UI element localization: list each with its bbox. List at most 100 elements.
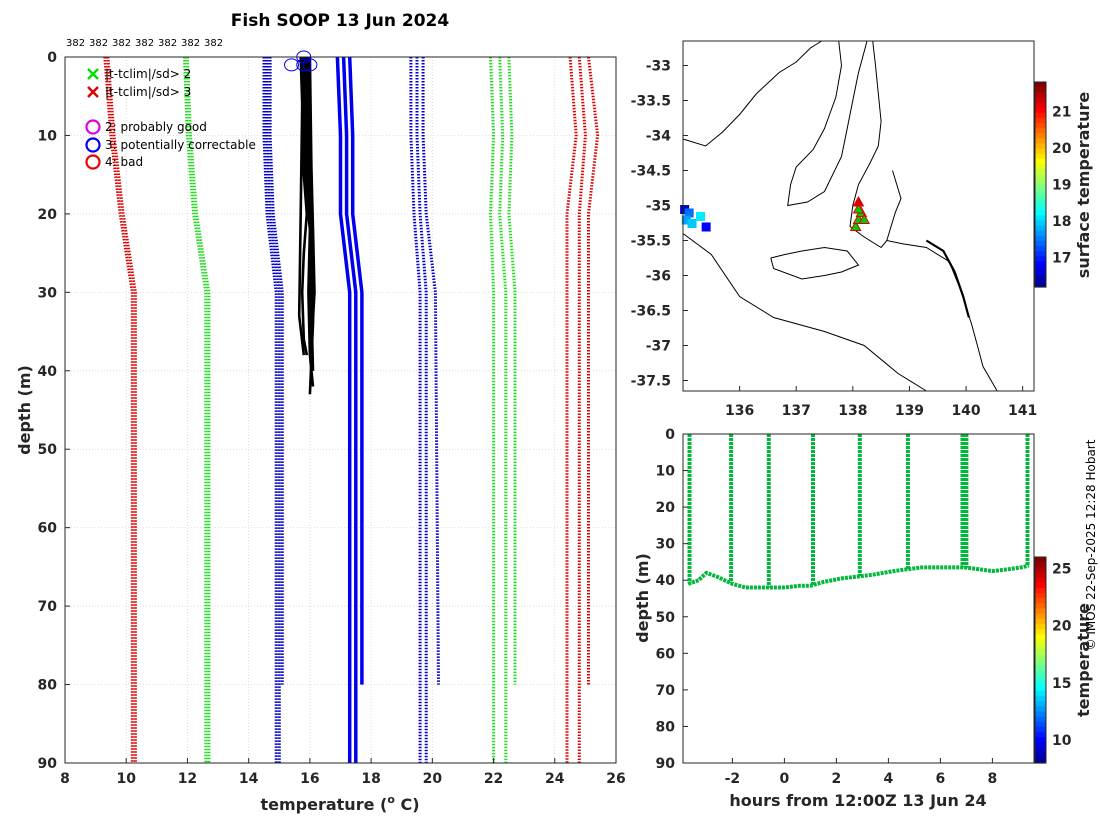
colorbar-segment: [1035, 629, 1046, 635]
colorbar-segment: [1035, 567, 1046, 574]
colorbar-segment: [1035, 210, 1046, 216]
colorbar-segment: [1035, 732, 1046, 738]
map-x-tick-label: 138: [838, 403, 867, 419]
station-marker: [852, 195, 865, 207]
colorbar-segment: [1035, 256, 1046, 262]
profile-line: [335, 56, 352, 763]
profile-surface-marker: [284, 58, 300, 72]
profile-x-tick-label: 18: [361, 771, 380, 787]
time-depth-ylabel: depth (m): [633, 553, 652, 643]
time-depth-colorbar-label: temperature: [1074, 603, 1093, 717]
time-x-tick-label: 2: [832, 771, 842, 787]
colorbar-segment: [1035, 215, 1046, 221]
colorbar-segment: [1035, 102, 1046, 109]
colorbar-segment: [1035, 685, 1046, 692]
colorbar-segment: [1035, 271, 1046, 278]
colorbar-tick-label: 20: [1052, 141, 1072, 157]
profile-line: [103, 56, 134, 763]
colorbar-segment: [1035, 261, 1046, 268]
time-y-tick-label: 40: [656, 573, 676, 589]
coastline-coorong: [925, 239, 970, 318]
colorbar-segment: [1035, 680, 1046, 687]
colorbar-segment: [1035, 112, 1046, 119]
colorbar-segment: [1035, 240, 1046, 247]
colorbar-segment: [1035, 711, 1046, 718]
sst-cell: [701, 222, 711, 232]
map-panel: 136 137 138 139 140 141 -33 -33.5 -34 -34.5 -35 -35…: [631, 40, 1093, 420]
colorbar-tick-label: 25: [1052, 561, 1071, 577]
map-y-tick-label: -35: [646, 199, 671, 215]
colorbar-segment: [1035, 107, 1046, 114]
profile-count-label: 382: [158, 38, 177, 49]
profile-xlabel: temperature (o C): [260, 793, 419, 814]
colorbar-segment: [1035, 92, 1046, 98]
colorbar-segment: [1035, 164, 1046, 170]
colorbar-segment: [1035, 251, 1046, 257]
map-y-tick-label: -33: [646, 59, 671, 75]
map-y-tick-label: -34: [646, 129, 672, 145]
profile-y-tick-label: 30: [38, 285, 58, 301]
map-y-tick-label: -37: [646, 339, 671, 355]
profile-title: Fish SOOP 13 Jun 2024: [231, 11, 450, 31]
colorbar-segment: [1035, 737, 1046, 743]
profile-count-label: 382: [66, 38, 85, 49]
legend-circle-marker: [85, 137, 101, 153]
time-x-tick-label: -2: [725, 771, 741, 787]
colorbar-segment: [1035, 649, 1046, 656]
colorbar-segment: [1035, 276, 1046, 283]
colorbar-segment: [1035, 613, 1046, 620]
colorbar-segment: [1035, 675, 1046, 682]
map-x-tick-label: 139: [895, 403, 924, 419]
sst-cell: [681, 215, 691, 225]
coastline-fleurieu: [849, 40, 902, 249]
colorbar-segment: [1035, 205, 1046, 211]
colorbar-segment: [1035, 603, 1046, 610]
colorbar-segment: [1035, 644, 1046, 651]
profile-line: [565, 56, 578, 763]
time-x-tick-label: 0: [780, 771, 790, 787]
profile-line: [106, 56, 137, 763]
legend-circle-marker: [85, 119, 101, 135]
colorbar-segment: [1035, 128, 1046, 134]
colorbar-segment: [1035, 557, 1046, 563]
profile-counts: 382 382 382 382 382 382 382: [66, 38, 223, 49]
profile-surface-marker: [302, 58, 318, 72]
map-ticks: 136 137 138 139 140 141 -33 -33.5 -34 -34.5 -35 -35…: [631, 59, 1038, 420]
map-sst-patch: [680, 205, 711, 232]
profile-legend: |t-tclim|/sd> 2 |t-tclim|/sd> 3 2: probabl…: [85, 67, 256, 170]
colorbar-segment: [1035, 742, 1046, 749]
credit-text: © IMOS 22-Sep-2025 12:28 Hobart: [1084, 439, 1098, 650]
colorbar-segment: [1035, 123, 1046, 129]
time-y-tick-label: 30: [656, 537, 676, 553]
time-y-tick-label: 90: [656, 756, 676, 772]
colorbar-frame: [1034, 556, 1047, 764]
profile-count-label: 382: [135, 38, 154, 49]
colorbar-segment: [1035, 701, 1046, 707]
colorbar-segment: [1035, 572, 1046, 579]
colorbar-segment: [1035, 665, 1046, 671]
station-marker: [849, 220, 862, 231]
colorbar-segment: [1035, 266, 1046, 273]
profile-line: [409, 57, 422, 763]
colorbar-segment: [1035, 660, 1046, 666]
colorbar-frame: [1034, 81, 1047, 288]
colorbar-segment: [1035, 174, 1046, 180]
profile-line: [488, 56, 496, 763]
profile-line: [347, 56, 364, 685]
profile-line: [577, 56, 587, 763]
profile-count-label: 382: [204, 38, 223, 49]
colorbar-segment: [1035, 246, 1046, 252]
sst-cell: [680, 205, 690, 214]
station-marker: [852, 202, 865, 214]
sst-cell: [695, 212, 705, 221]
profile-y-tick-label: 40: [38, 364, 58, 380]
colorbar-segment: [1035, 598, 1046, 604]
colorbar-segment: [1035, 281, 1046, 288]
colorbar-segment: [1035, 87, 1046, 93]
colorbar-segment: [1035, 670, 1046, 677]
profile-y-tick-label: 60: [38, 521, 58, 537]
legend-x-marker: [87, 86, 99, 98]
colorbar-segment: [1035, 184, 1046, 191]
